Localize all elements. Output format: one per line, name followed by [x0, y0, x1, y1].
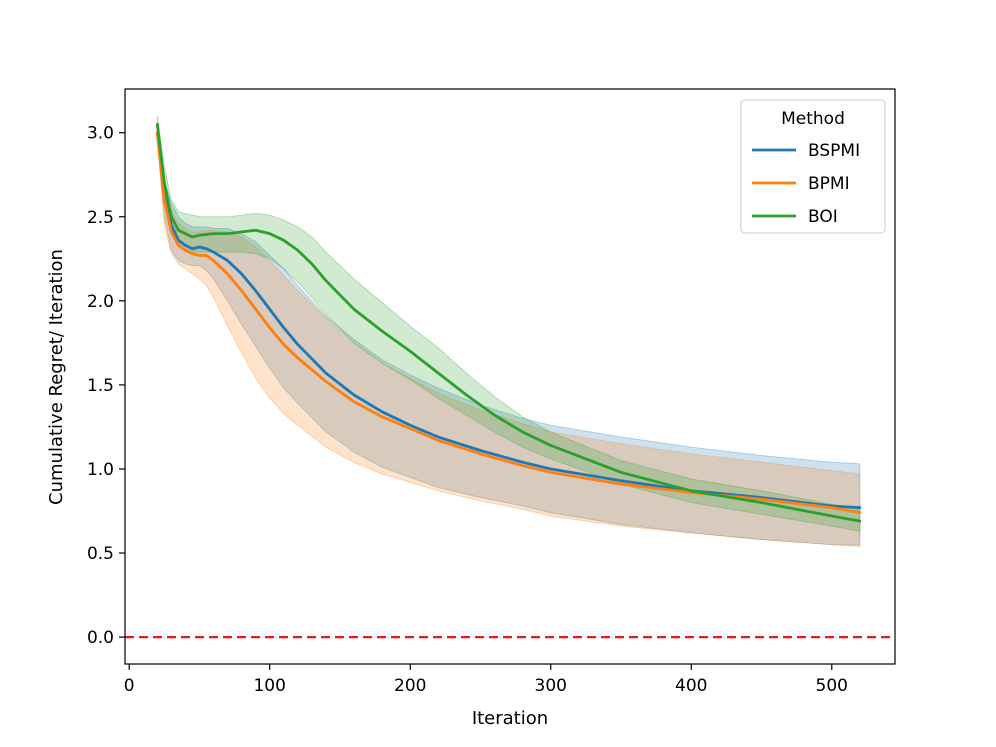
legend-label-bpmi: BPMI: [808, 174, 850, 194]
x-tick-label: 100: [253, 676, 285, 696]
y-axis-label: Cumulative Regret/ Iteration: [46, 249, 67, 505]
series-lines: [155, 122, 862, 523]
legend-label-boi: BOI: [808, 207, 838, 227]
x-tick-label: 0: [124, 676, 135, 696]
line-bpmi: [155, 131, 862, 515]
y-tick-label: 1.5: [87, 376, 114, 396]
line-boi: [155, 122, 862, 523]
x-tick-label: 300: [535, 676, 567, 696]
legend-box: [740, 99, 886, 234]
x-axis-label: Iteration: [472, 708, 548, 729]
x-tick-label: 200: [394, 676, 426, 696]
legend-title: Method: [781, 109, 845, 129]
band-boi: [156, 115, 861, 532]
x-axis-ticks: 0 100 200 300 400 500: [124, 664, 848, 696]
y-tick-label: 2.5: [87, 208, 114, 228]
plot-frame: [124, 88, 896, 665]
y-tick-label: 1.0: [87, 460, 114, 480]
legend-entries: BSPMI BPMI BOI: [752, 141, 860, 227]
y-axis-ticks: 0.0 0.5 1.0 1.5 2.0 2.5 3.0: [87, 124, 125, 648]
y-tick-label: 3.0: [87, 124, 114, 144]
x-tick-label: 400: [675, 676, 707, 696]
legend: Method BSPMI BPMI BOI: [740, 99, 886, 234]
y-tick-label: 0.0: [87, 628, 114, 648]
legend-label-bspmi: BSPMI: [808, 141, 860, 161]
y-tick-label: 2.0: [87, 292, 114, 312]
line-bspmi: [155, 131, 862, 510]
x-tick-label: 500: [816, 676, 848, 696]
y-tick-label: 0.5: [87, 544, 114, 564]
